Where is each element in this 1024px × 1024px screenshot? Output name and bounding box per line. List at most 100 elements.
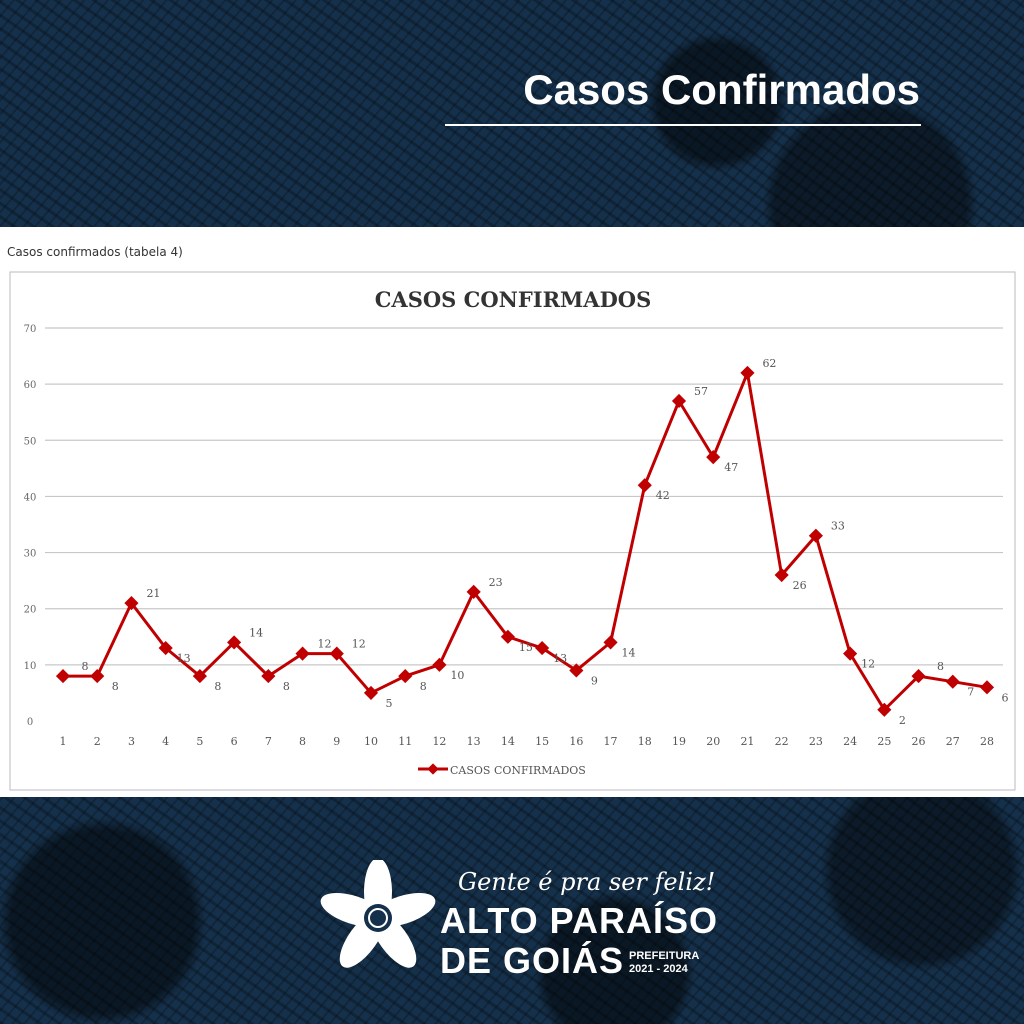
x-tick-label: 25 [877,735,891,748]
title-underline [445,124,921,126]
data-label: 12 [861,658,875,671]
data-label: 8 [82,660,89,673]
data-label: 7 [967,686,974,699]
data-point [535,640,550,656]
data-label: 42 [656,489,670,502]
x-tick-label: 12 [432,735,446,748]
x-tick-label: 21 [740,735,754,748]
y-tick-label: 0 [27,717,33,728]
data-label: 10 [450,669,464,682]
data-label: 33 [831,520,845,533]
x-tick-label: 27 [946,735,960,748]
data-label: 8 [112,680,119,693]
data-label: 13 [177,652,191,665]
data-point [569,663,584,678]
data-label: 5 [386,697,393,710]
data-point [671,393,687,409]
data-label: 13 [553,652,567,665]
x-tick-label: 26 [912,735,926,748]
data-point [911,669,926,684]
y-tick-label: 70 [24,324,37,335]
data-label: 6 [1002,691,1009,704]
data-label: 21 [146,587,160,600]
x-tick-label: 24 [843,735,857,748]
chart-panel: Casos confirmados (tabela 4) CASOS CONFI… [0,227,1024,797]
data-point [843,646,858,661]
x-tick-label: 13 [467,735,481,748]
x-tick-label: 1 [60,735,67,748]
data-point [774,567,789,583]
footer-logo: Gente é pra ser feliz! ALTO PARAÍSO DE G… [318,860,719,981]
data-label: 26 [793,579,807,592]
data-label: 57 [694,385,708,398]
legend-marker [427,763,439,775]
data-point [466,584,481,599]
x-tick-label: 23 [809,735,823,748]
data-point [979,680,995,695]
x-tick-label: 19 [672,735,686,748]
x-tick-label: 6 [231,735,238,748]
page-title: Casos Confirmados [523,66,920,113]
slogan: Gente é pra ser feliz! [458,868,716,896]
y-tick-label: 20 [24,605,37,616]
y-tick-label: 60 [24,380,37,391]
x-tick-label: 18 [638,735,652,748]
data-point [55,669,71,684]
x-tick-label: 20 [706,735,720,748]
data-point [363,685,379,700]
data-point [261,669,276,684]
data-point [295,646,310,661]
x-tick-label: 28 [980,735,994,748]
data-label: 12 [352,638,366,651]
chart-border [9,271,1016,791]
series-line [63,371,988,712]
chart-caption: Casos confirmados (tabela 4) [7,245,183,259]
data-point [603,635,618,650]
data-label: 2 [899,714,906,727]
data-point [398,669,413,684]
y-tick-label: 40 [24,492,37,503]
y-tick-label: 10 [24,661,37,672]
x-tick-label: 17 [604,735,618,748]
term-years: 2021 - 2024 [629,963,688,975]
x-tick-label: 15 [535,735,549,748]
data-point [432,657,447,672]
data-label: 8 [420,680,427,693]
x-tick-label: 7 [265,735,272,748]
x-tick-label: 16 [569,735,583,748]
data-point [740,365,755,380]
data-label: 8 [214,680,221,693]
x-tick-label: 8 [299,735,306,748]
y-tick-label: 50 [24,436,37,447]
data-label: 8 [937,660,944,673]
x-tick-label: 9 [333,735,340,748]
data-label: 62 [762,357,776,370]
data-point [706,450,721,465]
legend-label: CASOS CONFIRMADOS [450,764,586,777]
chart-title: CASOS CONFIRMADOS [375,287,652,312]
data-point [158,640,173,656]
data-point [500,629,515,644]
data-point [637,478,652,493]
x-tick-label: 14 [501,735,515,748]
y-tick-label: 30 [24,549,37,560]
data-label: 14 [249,626,263,639]
x-tick-label: 3 [128,735,135,748]
data-point [90,669,105,684]
flower-logo-icon [320,860,436,968]
data-label: 14 [622,646,636,659]
data-label: 9 [591,674,598,687]
prefeitura-label: PREFEITURA 2021 - 2024 [629,950,699,976]
x-tick-label: 10 [364,735,378,748]
x-tick-label: 5 [196,735,203,748]
city-name-line2: DE GOIÁS [440,940,625,981]
city-name-line1: ALTO PARAÍSO [440,900,719,941]
x-tick-label: 4 [162,735,169,748]
data-point [808,528,823,543]
data-label: 23 [489,576,503,589]
x-tick-label: 22 [775,735,789,748]
data-label: 15 [519,641,533,654]
data-point [329,646,344,661]
data-point [877,702,892,717]
